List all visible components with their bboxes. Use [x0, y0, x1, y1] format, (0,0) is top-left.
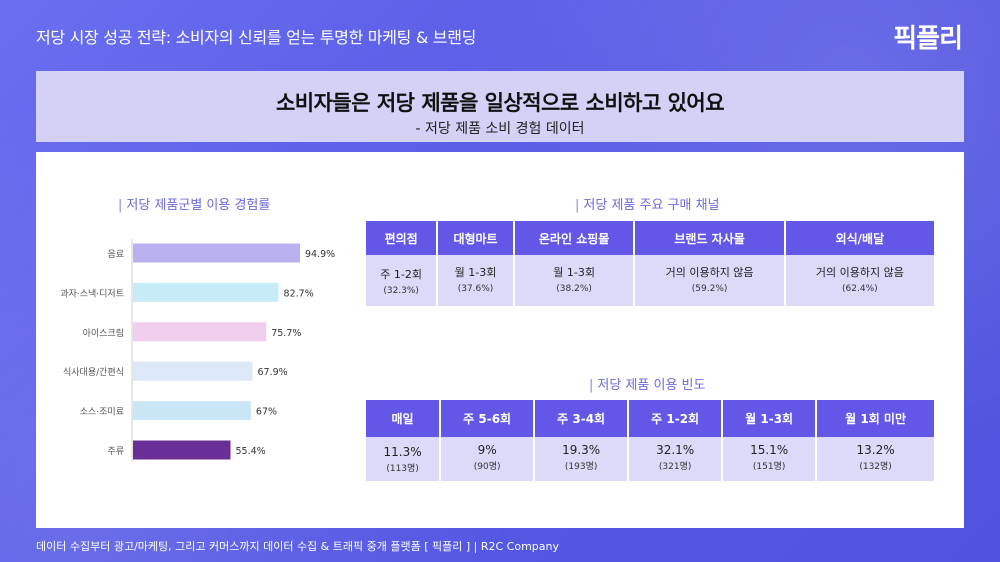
frequency-cell-count: (113명) — [386, 463, 419, 474]
headline-title: 소비자들은 저당 제품을 일상적으로 소비하고 있어요 — [275, 91, 725, 115]
section-frequency: | 저당 제품 이용 빈도 — [589, 378, 706, 393]
frequency-col-header: 월 1-3회 — [723, 400, 816, 437]
frequency-cell-value: 11.3% — [383, 444, 422, 459]
frequency-cell: 9% (90명) — [441, 437, 534, 481]
page-title: 저당 시장 성공 전략: 소비자의 신뢰를 얻는 투명한 마케팅 & 브랜딩 — [36, 28, 477, 47]
section-usage-rate-label: 저당 제품군별 이용 경험률 — [126, 198, 271, 213]
footer-text: 데이터 수집부터 광고/마케팅, 그리고 커머스까지 데이터 수집 & 트래픽 … — [36, 540, 559, 553]
usage-rate-bar-chart: 음료 94.9% 과자·스낵·디저트 82.7% 아이스크림 75.7% 식사대용/간편식 6… — [60, 239, 335, 462]
channel-col-header: 온라인 쇼핑몰 — [514, 221, 634, 255]
table-row: 주 1-2회 (32.3%) 월 1-3회 (37.6%) 월 1-3회 (38.2%… — [366, 255, 934, 306]
bar-value-label: 67.9% — [258, 367, 288, 378]
channel-col-header: 대형마트 — [438, 221, 513, 255]
frequency-cell-value: 15.1% — [750, 443, 789, 457]
frequency-cell: 13.2% (132명) — [817, 437, 934, 481]
channel-cell-pct: (37.6%) — [457, 283, 494, 294]
channel-cell: 거의 이용하지 않음 (59.2%) — [635, 255, 784, 306]
frequency-col-header: 주 3-4회 — [535, 400, 628, 437]
frequency-cell-count: (321명) — [658, 462, 692, 472]
channel-table-header: 편의점 대형마트 온라인 쇼핑몰 브랜드 자사몰 외식/배달 — [366, 221, 934, 255]
frequency-cell: 19.3% (193명) — [535, 437, 628, 481]
frequency-table-header: 매일 주 5-6회 주 3-4회 주 1-2회 월 1-3회 월 1회 미만 — [366, 400, 934, 437]
headline-band: 소비자들은 저당 제품을 일상적으로 소비하고 있어요 - 저당 제품 소비 경… — [36, 71, 964, 142]
frequency-cell: 32.1% (321명) — [629, 437, 722, 481]
channel-cell: 월 1-3회 (37.6%) — [438, 255, 513, 306]
frequency-col-header: 주 1-2회 — [629, 400, 722, 437]
frequency-cell-value: 32.1% — [656, 443, 695, 457]
bar-category-label: 식사대용/간편식 — [63, 366, 124, 378]
channel-cell: 월 1-3회 (38.2%) — [514, 255, 634, 306]
bar-value-label: 94.9% — [305, 249, 335, 260]
frequency-cell: 15.1% (151명) — [723, 437, 816, 481]
frequency-col-header: 주 5-6회 — [441, 400, 534, 437]
frequency-cell-count: (193명) — [564, 462, 598, 472]
frequency-table: 매일 주 5-6회 주 3-4회 주 1-2회 월 1-3회 월 1회 미만 1… — [364, 400, 936, 481]
channel-cell-value: 거의 이용하지 않음 — [815, 265, 904, 279]
table-row: 11.3% (113명) 9% (90명) 19.3% (193명) 32.1% (32… — [366, 437, 934, 481]
bar-category-label: 아이스크림 — [83, 327, 124, 339]
section-channels: | 저당 제품 주요 구매 채널 — [575, 198, 720, 213]
frequency-cell-count: (90명) — [473, 462, 501, 472]
bar — [133, 322, 267, 342]
bar — [133, 361, 253, 381]
channel-cell-pct: (62.4%) — [842, 283, 878, 294]
bar-value-label: 67% — [256, 407, 277, 418]
bar-category-label: 음료 — [107, 249, 124, 260]
channel-cell-value: 월 1-3회 — [553, 265, 595, 279]
section-channels-label: 저당 제품 주요 구매 채널 — [583, 198, 720, 213]
channel-col-header: 외식/배달 — [785, 221, 934, 255]
channel-table: 편의점 대형마트 온라인 쇼핑몰 브랜드 자사몰 외식/배달 주 1-2회 (32… — [364, 221, 936, 306]
frequency-cell-value: 9% — [477, 443, 497, 457]
channel-cell-pct: (59.2%) — [691, 283, 728, 294]
frequency-cell-count: (132명) — [859, 462, 892, 472]
channel-col-header: 편의점 — [366, 221, 437, 255]
section-usage-rate: | 저당 제품군별 이용 경험률 — [118, 198, 271, 213]
channel-cell-pct: (32.3%) — [383, 285, 419, 296]
frequency-cell-value: 13.2% — [856, 443, 895, 457]
frequency-cell-value: 19.3% — [562, 443, 601, 457]
frequency-cell-count: (151명) — [752, 462, 786, 472]
bar-value-label: 75.7% — [271, 328, 301, 339]
bar-category-label: 소스·조미료 — [80, 407, 124, 418]
channel-cell-value: 주 1-2회 — [380, 267, 422, 281]
bar-value-label: 55.4% — [236, 446, 266, 457]
channel-cell-pct: (38.2%) — [556, 283, 592, 294]
bar-value-label: 82.7% — [284, 288, 314, 299]
channel-col-header: 브랜드 자사몰 — [635, 221, 784, 255]
channel-cell: 주 1-2회 (32.3%) — [366, 255, 437, 306]
channel-cell-value: 월 1-3회 — [454, 265, 497, 279]
bar-category-label: 주류 — [107, 446, 124, 457]
bar — [133, 401, 251, 421]
channel-cell-value: 거의 이용하지 않음 — [665, 265, 754, 279]
bar-category-label: 과자·스낵·디저트 — [60, 288, 124, 299]
frequency-cell: 11.3% (113명) — [366, 437, 440, 481]
bar — [133, 282, 279, 302]
headline-subtitle: - 저당 제품 소비 경험 데이터 — [415, 121, 585, 137]
frequency-col-header: 매일 — [366, 400, 440, 437]
bar — [133, 243, 301, 263]
frequency-col-header: 월 1회 미만 — [817, 400, 934, 437]
bar — [133, 440, 231, 460]
brand-logo: 픽플리 — [893, 24, 963, 54]
section-frequency-label: 저당 제품 이용 빈도 — [597, 378, 706, 393]
channel-cell: 거의 이용하지 않음 (62.4%) — [785, 255, 934, 306]
